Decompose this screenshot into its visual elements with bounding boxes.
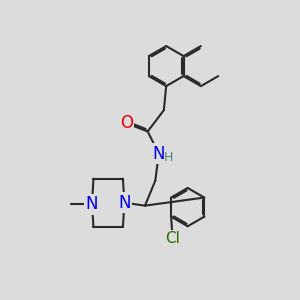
- Text: H: H: [164, 152, 173, 164]
- Text: Cl: Cl: [165, 231, 180, 246]
- Text: O: O: [120, 114, 133, 132]
- Text: N: N: [118, 194, 130, 212]
- Text: N: N: [86, 195, 98, 213]
- Text: N: N: [153, 145, 165, 163]
